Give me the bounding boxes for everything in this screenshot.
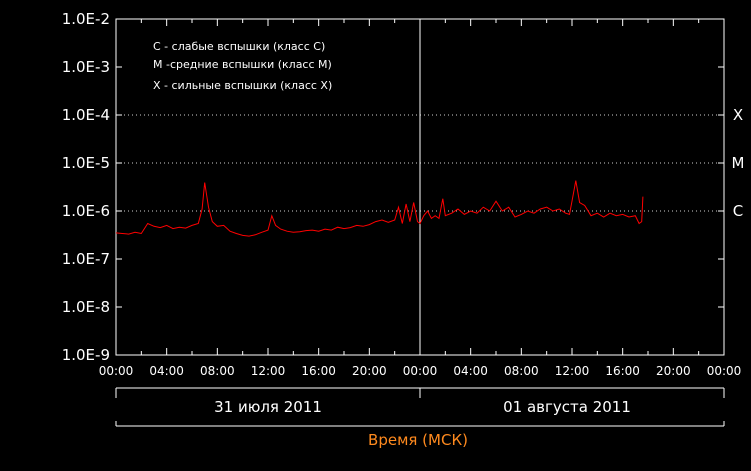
x-tick-label: 16:00 bbox=[605, 364, 640, 378]
x-label-bracket: Время (МСК) bbox=[115, 421, 725, 449]
y-tick-label: 1.0E-5 bbox=[62, 154, 110, 172]
x-tick-label: 00:00 bbox=[707, 364, 742, 378]
x-axis-ticks: 00:00 04:00 08:00 12:00 16:00 20:00 00:00 04:00… bbox=[99, 19, 742, 378]
flux-series-line bbox=[115, 180, 644, 237]
x-tick-label: 12:00 bbox=[555, 364, 590, 378]
date-label-day2: 01 августа 2011 bbox=[503, 398, 631, 416]
x-tick-label: 16:00 bbox=[301, 364, 336, 378]
y-tick-label: 1.0E-2 bbox=[62, 10, 110, 28]
legend-entry-x: X - сильные вспышки (класс X) bbox=[153, 79, 332, 92]
date-label-day1: 31 июля 2011 bbox=[214, 398, 322, 416]
class-level-label: C bbox=[733, 202, 743, 220]
x-tick-label: 04:00 bbox=[149, 364, 184, 378]
legend-entry-m: M -средние вспышки (класс M) bbox=[153, 58, 332, 71]
y-axis-ticks: 1.0E-9 1.0E-8 1.0E-7 1.0E-6 1.0E-5 1.0E-4 1.0E… bbox=[62, 10, 724, 364]
legend: C - слабые вспышки (класс C) M -средние … bbox=[153, 40, 332, 92]
y-tick-label: 1.0E-3 bbox=[62, 58, 110, 76]
y-tick-label: 1.0E-9 bbox=[62, 346, 110, 364]
x-tick-label: 20:00 bbox=[656, 364, 691, 378]
class-level-label: X bbox=[733, 106, 743, 124]
legend-entry-c: C - слабые вспышки (класс C) bbox=[153, 40, 325, 53]
x-tick-label: 08:00 bbox=[504, 364, 539, 378]
y-tick-label: 1.0E-8 bbox=[62, 298, 110, 316]
date-bracket: 31 июля 2011 01 августа 2011 bbox=[115, 387, 725, 416]
y-tick-label: 1.0E-4 bbox=[62, 106, 110, 124]
x-tick-label: 12:00 bbox=[251, 364, 286, 378]
x-tick-label: 00:00 bbox=[403, 364, 438, 378]
x-tick-label: 04:00 bbox=[453, 364, 488, 378]
class-level-label: M bbox=[732, 154, 745, 172]
x-tick-label: 08:00 bbox=[200, 364, 235, 378]
y-tick-label: 1.0E-7 bbox=[62, 250, 110, 268]
x-tick-label: 20:00 bbox=[352, 364, 387, 378]
x-tick-label: 00:00 bbox=[99, 364, 134, 378]
x-axis-label: Время (МСК) bbox=[368, 431, 468, 449]
y-tick-label: 1.0E-6 bbox=[62, 202, 110, 220]
class-level-labels: X M C bbox=[732, 106, 745, 220]
